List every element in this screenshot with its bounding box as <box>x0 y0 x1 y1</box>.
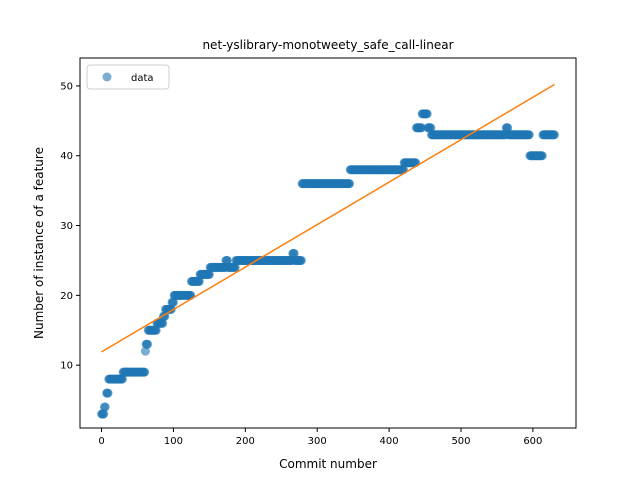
chart-title: net-yslibrary-monotweety_safe_call-linea… <box>202 38 453 52</box>
data-point <box>158 318 168 328</box>
x-tick-label: 0 <box>98 436 104 447</box>
data-point <box>524 130 534 140</box>
data-point <box>503 123 513 133</box>
y-tick-label: 20 <box>60 291 73 302</box>
data-point <box>151 325 161 335</box>
data-point <box>222 255 232 265</box>
data-point <box>230 262 240 272</box>
fit-line-layer <box>101 83 555 353</box>
data-point <box>168 297 178 307</box>
data-point <box>426 123 436 133</box>
y-axis-ticks: 10 20 30 40 50 <box>60 81 80 372</box>
x-axis-ticks: 0 100 200 300 400 500 600 <box>98 428 542 447</box>
data-point <box>416 123 426 133</box>
data-point <box>140 346 150 356</box>
data-point <box>103 388 113 398</box>
x-tick-label: 600 <box>523 436 542 447</box>
data-point <box>289 248 299 258</box>
data-point <box>345 179 355 189</box>
data-points <box>97 109 559 419</box>
legend-box <box>86 64 170 90</box>
data-point <box>204 269 214 279</box>
data-point <box>296 255 306 265</box>
y-tick-label: 30 <box>60 221 73 232</box>
legend-marker <box>102 72 112 82</box>
data-point <box>194 276 204 286</box>
data-point <box>537 151 547 161</box>
data-point <box>99 409 109 419</box>
data-point <box>422 109 432 119</box>
axes-frame <box>79 57 577 429</box>
x-tick-label: 500 <box>451 436 470 447</box>
data-point <box>117 374 127 384</box>
legend: data <box>86 64 170 90</box>
x-tick-label: 400 <box>380 436 399 447</box>
x-axis-label: Commit number <box>279 457 377 471</box>
y-tick-label: 10 <box>60 361 73 372</box>
x-tick-label: 300 <box>308 436 327 447</box>
data-point <box>143 339 153 349</box>
y-tick-label: 40 <box>60 151 73 162</box>
data-point <box>100 402 110 412</box>
x-tick-label: 200 <box>236 436 255 447</box>
legend-label: data <box>131 73 154 84</box>
fit-line <box>101 83 555 353</box>
y-axis-label: Number of instance of a feature <box>32 147 46 339</box>
x-tick-label: 100 <box>164 436 183 447</box>
y-tick-label: 50 <box>60 81 73 92</box>
data-point <box>140 367 150 377</box>
data-point <box>549 130 559 140</box>
